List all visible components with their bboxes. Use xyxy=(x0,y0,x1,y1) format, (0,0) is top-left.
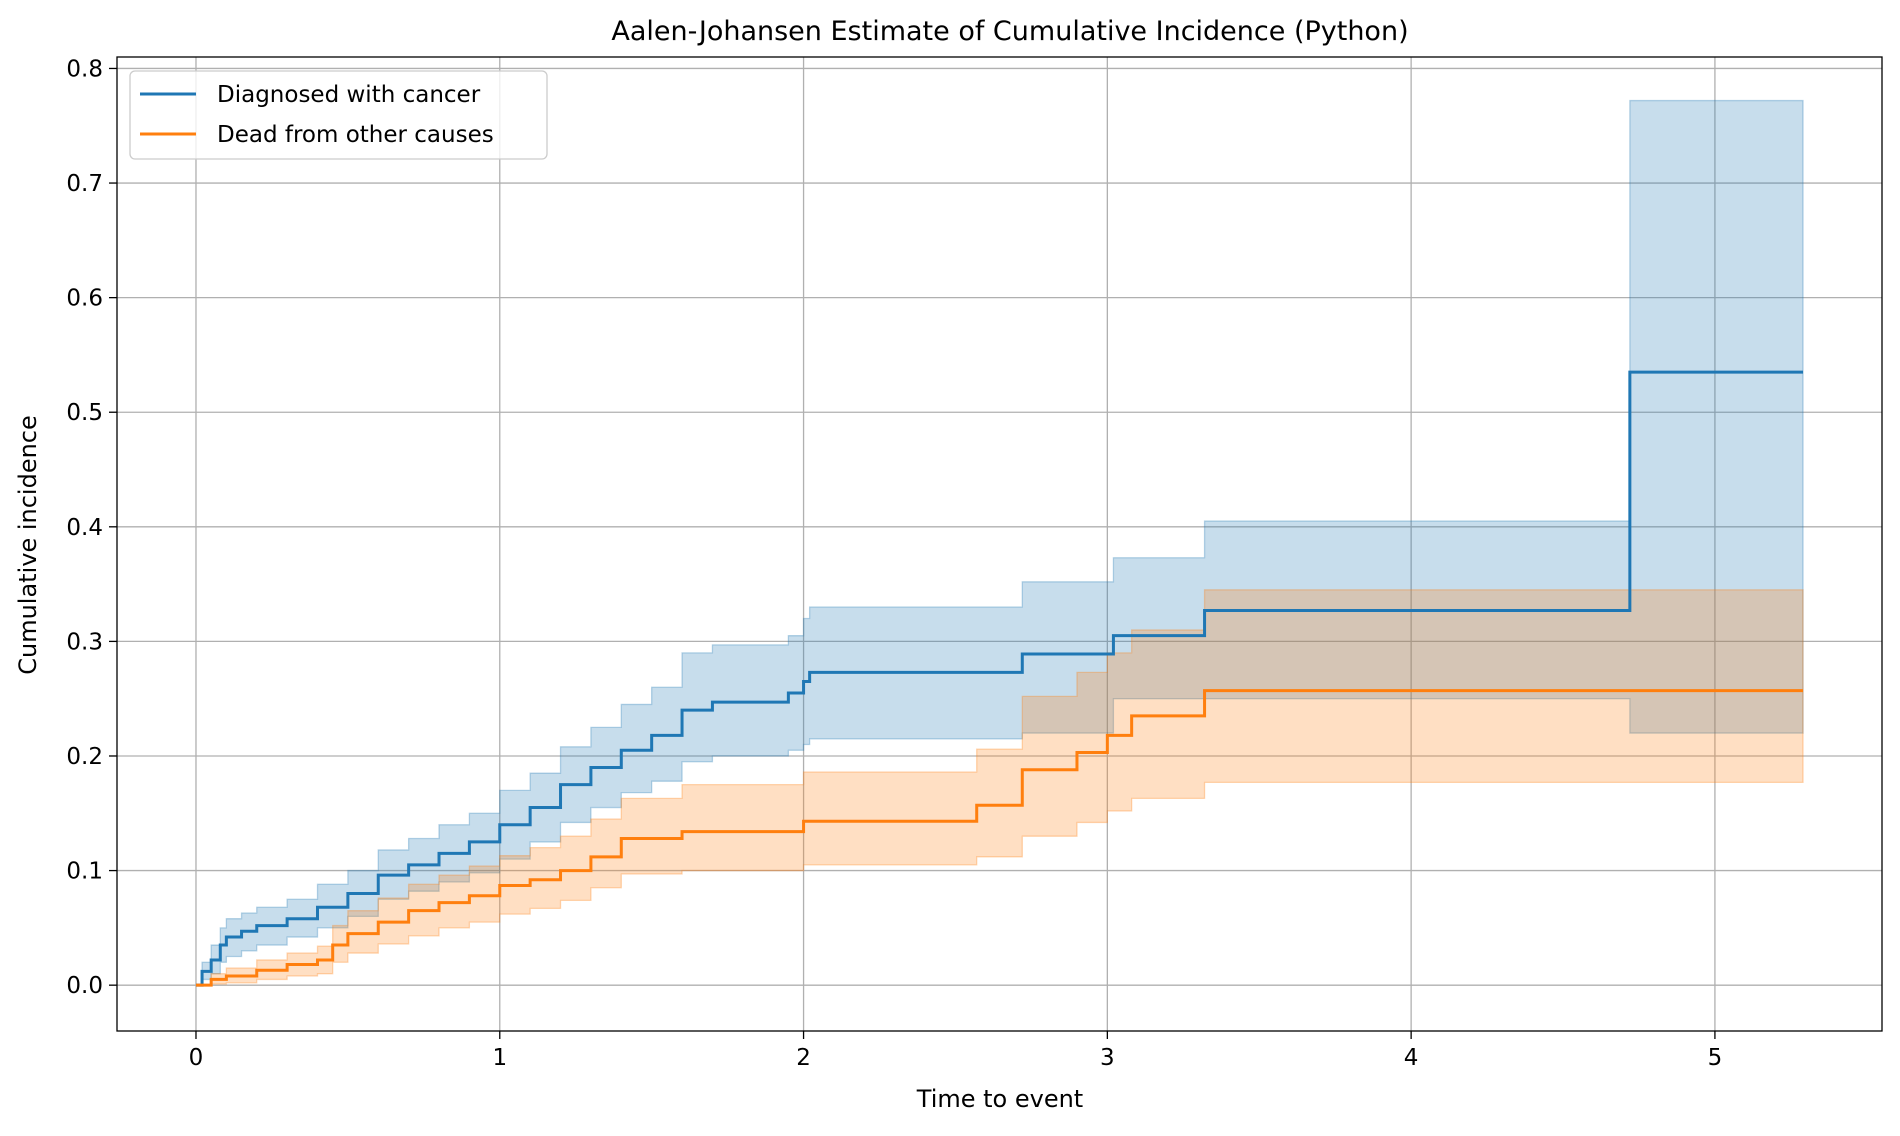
x-tick-label: 0 xyxy=(189,1045,204,1071)
legend: Diagnosed with cancer Dead from other ca… xyxy=(129,70,548,160)
axis-ticks: 0 1 2 3 4 5 0.0 0.1 0.2 0.3 0.4 0.5 0.6 0.7 0.8 xyxy=(66,56,1722,1071)
y-tick-label: 0.7 xyxy=(66,171,103,197)
series-line-diagnosed xyxy=(195,370,1804,987)
series-lines xyxy=(195,370,1804,987)
x-tick-label: 3 xyxy=(1100,1045,1115,1071)
x-tick-label: 5 xyxy=(1708,1045,1723,1071)
x-tick-label: 4 xyxy=(1404,1045,1419,1071)
ci-band-diagnosed xyxy=(195,99,1804,986)
chart-title: Aalen-Johansen Estimate of Cumulative In… xyxy=(611,16,1408,47)
x-tick-label: 2 xyxy=(796,1045,811,1071)
y-tick-label: 0.6 xyxy=(66,286,103,312)
y-tick-label: 0.1 xyxy=(66,859,103,885)
x-axis-label: Time to event xyxy=(916,1085,1083,1113)
y-tick-label: 0.2 xyxy=(66,744,103,770)
legend-label-diagnosed: Diagnosed with cancer xyxy=(217,82,481,108)
x-tick-label: 1 xyxy=(492,1045,507,1071)
y-tick-label: 0.3 xyxy=(66,629,103,655)
confidence-bands xyxy=(195,99,1804,986)
y-tick-label: 0.4 xyxy=(66,515,103,541)
y-tick-label: 0.0 xyxy=(66,973,103,999)
y-tick-label: 0.8 xyxy=(66,56,103,82)
y-tick-label: 0.5 xyxy=(66,400,103,426)
legend-box xyxy=(129,70,548,160)
y-axis-label: Cumulative incidence xyxy=(14,415,42,675)
plot-frame xyxy=(116,56,1883,1032)
grid xyxy=(117,57,1882,1031)
legend-label-dead: Dead from other causes xyxy=(217,122,494,148)
ci-band-dead xyxy=(195,589,1804,986)
series-line-dead xyxy=(195,689,1804,987)
